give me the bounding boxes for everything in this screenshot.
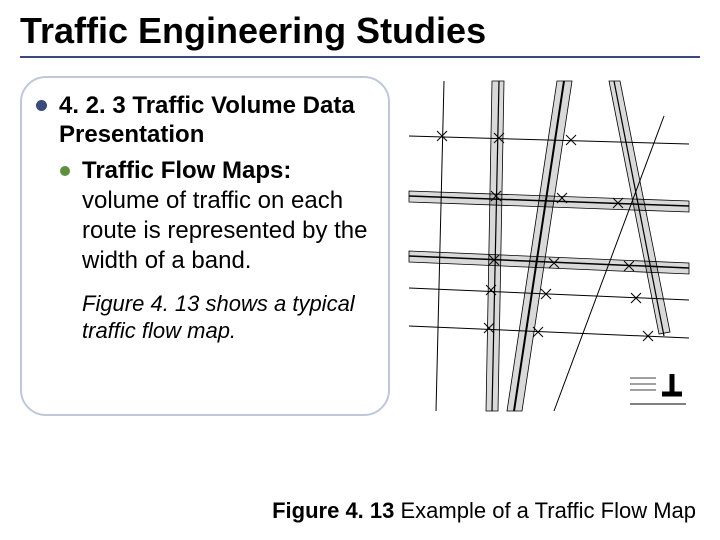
bullet2-rest: volume of traffic on each route is repre… — [82, 187, 368, 274]
content-row: 4. 2. 3 Traffic Volume Data Presentation… — [20, 76, 700, 416]
figure-caption: Figure 4. 13 Example of a Traffic Flow M… — [272, 498, 696, 524]
traffic-flow-map — [404, 76, 694, 416]
caption-rest: Example of a Traffic Flow Map — [394, 498, 696, 523]
bullet1-text: 4. 2. 3 Traffic Volume Data Presentation — [59, 92, 374, 150]
slide: Traffic Engineering Studies 4. 2. 3 Traf… — [0, 0, 720, 540]
title-area: Traffic Engineering Studies — [20, 10, 700, 58]
caption-bold: Figure 4. 13 — [272, 498, 394, 523]
bullet-icon — [60, 166, 70, 176]
bullet-icon — [36, 100, 47, 111]
bullet-level1: 4. 2. 3 Traffic Volume Data Presentation — [36, 92, 374, 150]
inline-caption: Figure 4. 13 shows a typical traffic flo… — [82, 290, 374, 345]
text-box: 4. 2. 3 Traffic Volume Data Presentation… — [20, 76, 390, 416]
bullet-level2: Traffic Flow Maps: volume of traffic on … — [60, 156, 374, 276]
bullet2-bold: Traffic Flow Maps: — [82, 157, 291, 184]
bullet2-text: Traffic Flow Maps: volume of traffic on … — [82, 156, 374, 276]
figure-column — [398, 76, 700, 416]
page-title: Traffic Engineering Studies — [20, 10, 700, 52]
